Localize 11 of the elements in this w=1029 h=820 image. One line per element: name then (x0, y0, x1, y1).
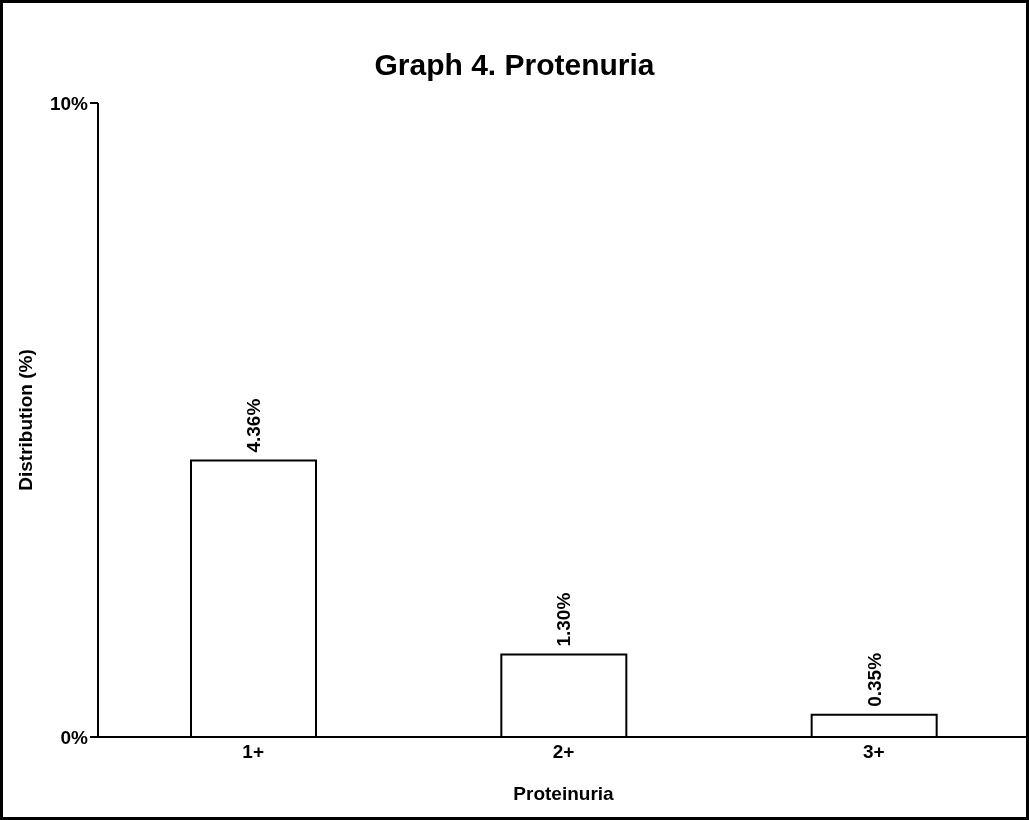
x-tick-label: 2+ (552, 741, 575, 763)
x-tick-label: 3+ (863, 741, 885, 763)
chart-title: Graph 4. Protenuria (373, 48, 656, 82)
data-label: 4.36% (243, 398, 264, 453)
x-axis-title: Proteinuria (513, 783, 615, 804)
data-label: 0.35% (863, 652, 885, 707)
y-axis-title: Distribution (%) (14, 349, 36, 491)
y-tick-label: 0% (60, 726, 89, 748)
y-tick-label: 10% (49, 92, 89, 114)
data-label: 1.30% (553, 592, 575, 647)
x-tick-label: 1+ (242, 741, 264, 763)
